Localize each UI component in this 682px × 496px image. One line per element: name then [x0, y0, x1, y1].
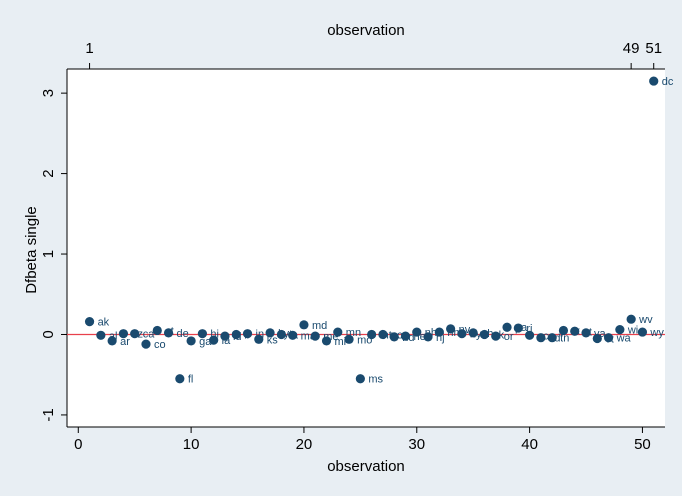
data-point: [423, 332, 433, 342]
y-tick-label: -1: [40, 408, 57, 421]
data-point: [479, 329, 490, 340]
x-tick-label: 40: [521, 436, 538, 453]
point-label: tn: [560, 333, 569, 345]
data-point: [321, 336, 332, 346]
data-point: [186, 336, 196, 346]
data-point: [96, 330, 106, 340]
point-label: ri: [526, 323, 532, 335]
point-label: md: [312, 320, 327, 332]
data-point: [446, 324, 456, 334]
data-point: [163, 328, 174, 338]
point-label: ca: [143, 329, 156, 341]
data-point: [581, 328, 591, 338]
data-point: [84, 317, 95, 327]
data-point: [175, 374, 185, 384]
data-point: [615, 325, 625, 335]
x-tick-label: 50: [634, 436, 651, 453]
point-label: al: [109, 330, 118, 342]
data-point: [400, 331, 411, 341]
data-point: [231, 329, 241, 340]
point-label: ia: [222, 335, 231, 347]
data-point: [570, 326, 580, 336]
point-label: wa: [616, 333, 632, 345]
point-label: hi: [210, 329, 219, 341]
data-point: [141, 339, 151, 349]
x-tick-label: 0: [74, 436, 82, 453]
data-point: [558, 325, 569, 336]
point-label: wv: [638, 314, 653, 326]
data-point: [310, 331, 320, 341]
data-point: [525, 330, 535, 340]
point-label: ar: [120, 336, 130, 348]
x-axis-title: observation: [327, 458, 405, 475]
top-axis-title: observation: [327, 22, 405, 39]
data-point: [367, 329, 377, 340]
data-point: [197, 329, 207, 339]
data-point: [536, 333, 546, 343]
data-point: [457, 329, 467, 339]
data-point: [637, 327, 648, 337]
point-label: wy: [649, 327, 664, 339]
data-point: [242, 329, 253, 339]
y-axis-title: Dfbeta single: [23, 206, 40, 294]
data-point: [220, 331, 230, 341]
data-point: [209, 335, 219, 345]
data-point: [592, 333, 602, 344]
y-tick-label: 0: [40, 330, 57, 338]
point-label: wi: [627, 325, 638, 337]
y-tick-label: 3: [40, 89, 57, 97]
data-point: [434, 327, 444, 337]
top-tick-label: 1: [85, 40, 93, 57]
data-point: [547, 333, 557, 343]
data-point: [265, 328, 275, 338]
data-point: [378, 329, 388, 340]
y-tick-label: 2: [40, 169, 57, 177]
point-label: ga: [199, 336, 212, 348]
data-point: [603, 333, 614, 343]
data-point: [107, 336, 117, 346]
point-label: ms: [368, 374, 383, 386]
point-label: dc: [662, 76, 674, 88]
data-point: [118, 329, 129, 339]
point-label: nj: [436, 332, 445, 344]
data-point: [130, 329, 140, 339]
point-label: mi: [335, 336, 347, 348]
data-point: [299, 320, 309, 330]
y-tick-label: 1: [40, 250, 57, 258]
top-tick-label: 51: [645, 40, 662, 57]
point-label: in: [256, 329, 265, 341]
point-label: co: [154, 339, 166, 351]
x-tick-label: 30: [408, 436, 425, 453]
x-tick-label: 10: [183, 436, 200, 453]
data-point: [502, 322, 512, 332]
data-point: [152, 325, 162, 336]
data-point: [626, 314, 636, 324]
data-point: [344, 334, 354, 344]
top-tick-label: 49: [623, 40, 640, 57]
plot-area: [67, 69, 665, 427]
point-label: de: [177, 328, 189, 340]
data-point: [389, 332, 399, 342]
data-point: [355, 374, 365, 384]
data-point: [491, 331, 501, 341]
data-point: [288, 330, 298, 340]
point-label: ks: [267, 334, 279, 346]
point-label: or: [504, 331, 514, 343]
data-point: [254, 334, 264, 344]
point-label: ak: [98, 317, 110, 329]
data-point: [513, 323, 523, 333]
data-point: [333, 327, 343, 337]
data-point: [468, 328, 478, 338]
data-point: [412, 327, 422, 337]
data-point: [649, 76, 659, 86]
x-tick-label: 20: [296, 436, 313, 453]
data-point: [276, 329, 286, 340]
point-label: fl: [188, 374, 194, 386]
